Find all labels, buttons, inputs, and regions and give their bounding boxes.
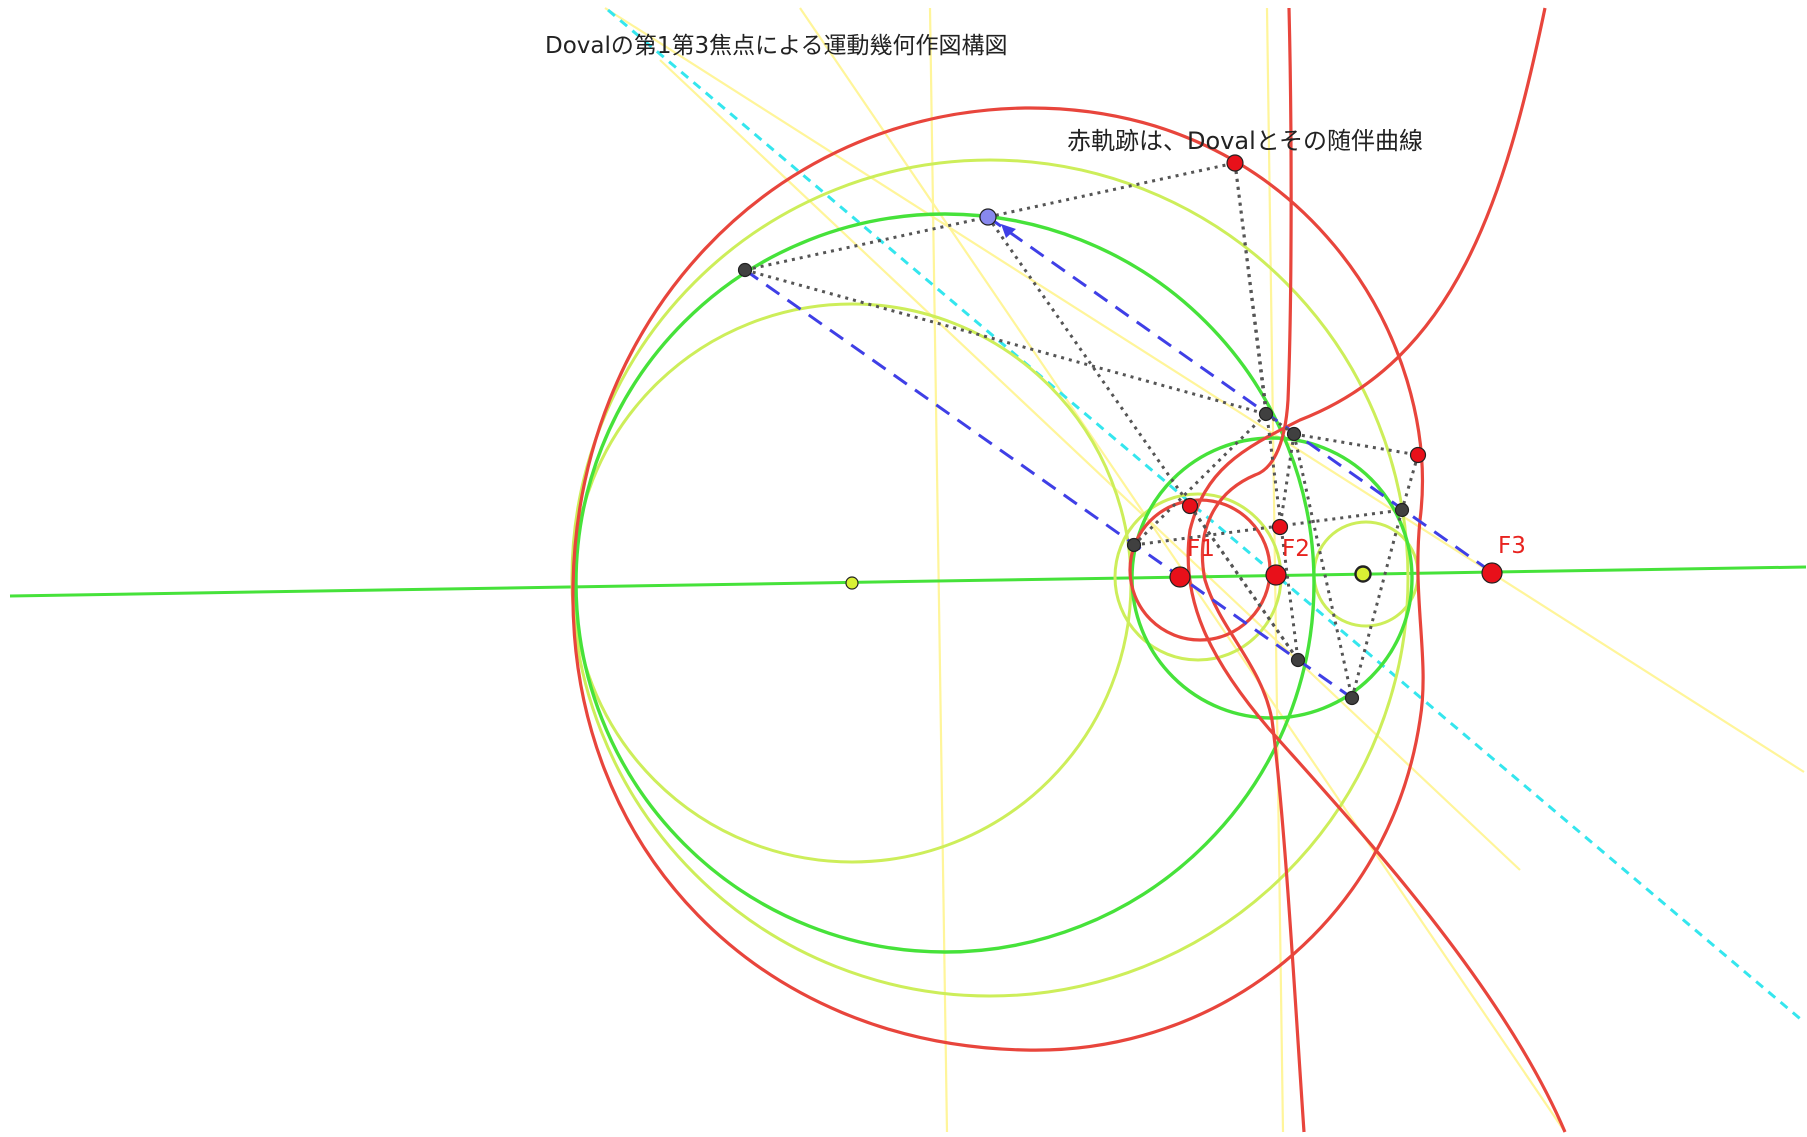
blue-arrow-head: [1001, 224, 1016, 238]
yellow-line-vertical-left: [928, 7, 949, 1133]
focus-f2-point[interactable]: [1265, 564, 1287, 586]
point-red-inner-2[interactable]: [1271, 518, 1289, 536]
point-center-left[interactable]: [845, 576, 859, 590]
green-circle-big: [574, 212, 1316, 954]
dotted-line-11: [1350, 509, 1404, 699]
point-center-right[interactable]: [1354, 565, 1372, 583]
doval-outer-oval: [571, 106, 1425, 1052]
dotted-line-7: [1265, 412, 1295, 436]
point-gray-b[interactable]: [1258, 406, 1274, 422]
point-red-right[interactable]: [1409, 446, 1427, 464]
point-gray-g[interactable]: [1344, 690, 1360, 706]
blue-dashed-lines: [744, 215, 1494, 700]
blue-dashed-line-lower: [744, 268, 1353, 700]
dotted-line-1: [744, 215, 989, 272]
dotted-line-10: [1400, 454, 1420, 511]
dotted-line-15: [1132, 412, 1268, 547]
point-blue[interactable]: [979, 208, 997, 226]
focus-f3-label: F3: [1498, 533, 1526, 559]
companion-curve-vertical: [1200, 7, 1306, 1133]
point-red-top[interactable]: [1226, 154, 1244, 172]
gray-dotted-lines: [744, 161, 1420, 699]
cyan-dashed-line: [607, 8, 1805, 1024]
yellow-line-diagonal-shallow: [604, 7, 1805, 773]
focus-f2-label: F2: [1282, 536, 1310, 562]
focus-f3-point[interactable]: [1481, 562, 1503, 584]
dotted-line-3: [744, 268, 1267, 416]
point-gray-a[interactable]: [737, 262, 753, 278]
figure-title: Dovalの第1第3焦点による運動幾何作図構図: [545, 33, 1008, 59]
green-axis-line: [9, 565, 1807, 598]
points: [737, 154, 1503, 706]
point-gray-c[interactable]: [1286, 426, 1302, 442]
point-gray-d[interactable]: [1394, 502, 1410, 518]
point-red-inner-1[interactable]: [1181, 497, 1199, 515]
point-gray-f[interactable]: [1290, 652, 1306, 668]
figure-subtitle: 赤軌跡は、Dovalとその随伴曲線: [1067, 127, 1424, 155]
dotted-line-12: [1133, 508, 1403, 547]
companion-curve-branch: [1186, 7, 1567, 1133]
red-loci: [571, 7, 1567, 1133]
dotted-line-2: [987, 161, 1236, 219]
point-gray-e[interactable]: [1126, 537, 1142, 553]
dotted-line-9: [1292, 433, 1354, 699]
focus-f1-point[interactable]: [1169, 566, 1191, 588]
dotted-line-8: [1293, 432, 1419, 457]
focus-f1-label: F1: [1187, 536, 1215, 562]
